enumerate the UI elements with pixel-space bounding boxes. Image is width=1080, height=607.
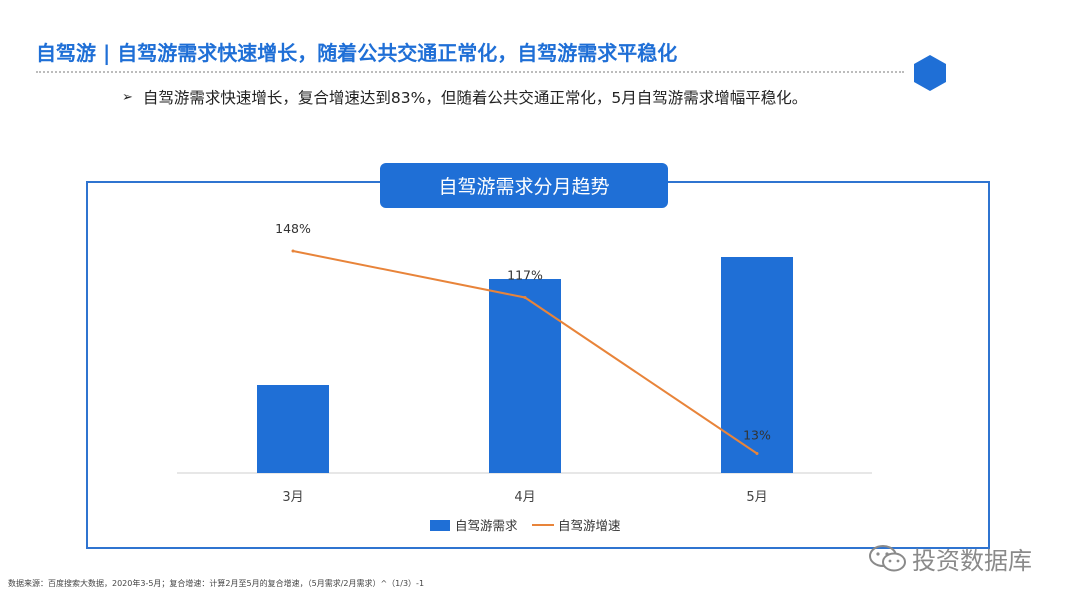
growth-data-label: 148% — [275, 221, 311, 236]
bar-3月 — [257, 385, 329, 473]
growth-point — [523, 296, 527, 299]
header-divider — [36, 71, 904, 73]
growth-data-label: 13% — [743, 428, 771, 443]
growth-data-label: 117% — [507, 268, 543, 283]
page-header-title: 自驾游 | 自驾游需求快速增长，随着公共交通正常化，自驾游需求平稳化 — [36, 41, 678, 65]
bar-4月 — [489, 279, 561, 473]
summary-bullet: ➢ 自驾游需求快速增长，复合增速达到83%，但随着公共交通正常化，5月自驾游需求… — [122, 86, 807, 108]
legend-bar-label: 自驾游需求 — [455, 518, 518, 533]
growth-point — [755, 452, 759, 455]
x-tick-label: 3月 — [282, 490, 303, 505]
legend-bar-swatch — [430, 520, 450, 531]
growth-point — [291, 249, 295, 253]
wechat-icon — [869, 544, 906, 571]
hexagon-icon — [914, 55, 946, 91]
chart-title: 自驾游需求分月趋势 — [380, 163, 668, 208]
watermark: 投资数据库 — [868, 541, 1032, 576]
legend-line-label: 自驾游增速 — [558, 518, 621, 533]
arrow-bullet-icon: ➢ — [122, 89, 133, 105]
x-tick-label: 4月 — [514, 490, 535, 505]
x-tick-label: 5月 — [746, 490, 767, 505]
summary-text: 自驾游需求快速增长，复合增速达到83%，但随着公共交通正常化，5月自驾游需求增幅… — [142, 89, 808, 107]
watermark-text: 投资数据库 — [912, 547, 1032, 575]
source-footnote: 数据来源：百度搜索大数据，2020年3-5月；复合增速：计算2月至5月的复合增速… — [8, 579, 425, 588]
